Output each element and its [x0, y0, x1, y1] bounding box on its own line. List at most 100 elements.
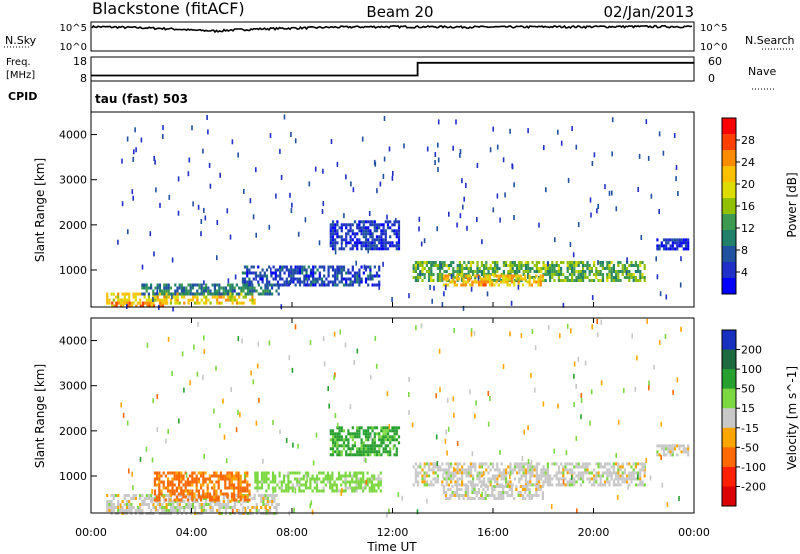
power-cell-4	[367, 226, 370, 230]
velocity-cell-3	[358, 447, 361, 451]
power-cell-2	[145, 283, 148, 287]
velocity-cell-5	[491, 491, 494, 494]
power-cell-4	[382, 244, 385, 248]
velocity-cell-0	[158, 506, 162, 509]
power-cell-4	[384, 232, 387, 236]
power-cell-7	[680, 244, 683, 248]
power-cell-3	[347, 271, 350, 275]
power-cell-3	[303, 277, 306, 281]
power-cell-0	[244, 295, 247, 299]
power-cell-5	[639, 273, 642, 276]
power-cell-5	[485, 261, 488, 264]
power-cell-6	[469, 277, 472, 281]
velocity-cell-3	[364, 432, 368, 436]
power-cell-5	[582, 270, 585, 273]
velocity-cell-5	[480, 485, 483, 488]
velocity-cell-3	[367, 450, 370, 454]
velocity-cell-1	[191, 498, 194, 502]
velocity-cell-4	[445, 483, 448, 487]
power-cell-5	[485, 264, 488, 267]
power-cell-4	[360, 226, 363, 230]
velocity-cell-4	[588, 462, 591, 466]
power-cell-5	[553, 267, 556, 270]
velocity-cell-1	[175, 477, 178, 481]
velocity-cell-4	[432, 468, 435, 472]
power-cell-5	[626, 261, 629, 264]
velocity-cell-3	[382, 426, 385, 430]
power-cell-5	[593, 261, 596, 264]
velocity-cell-5	[480, 497, 483, 500]
velocity-cell-5	[447, 497, 450, 500]
velocity-cell-2	[296, 480, 299, 484]
power-cell-3	[290, 280, 293, 284]
velocity-cell-3	[373, 426, 376, 430]
velocity-cell-0	[255, 506, 258, 509]
power-cell-0	[172, 295, 175, 299]
power-cell-3	[276, 283, 280, 287]
velocity-cell-4	[507, 483, 510, 487]
power-cell-0	[114, 295, 118, 299]
velocity-scatter-cell	[613, 478, 616, 484]
power-scatter-cell	[187, 171, 190, 177]
velocity-cell-0	[128, 509, 131, 512]
velocity-cell-4	[452, 477, 455, 481]
velocity-cell-4	[502, 468, 505, 472]
velocity-cell-3	[393, 438, 396, 442]
velocity-cell-4	[610, 474, 613, 478]
power-cell-3	[353, 271, 357, 275]
power-scatter-cell	[334, 249, 337, 255]
velocity-cell-3	[351, 447, 354, 451]
velocity-cell-0	[242, 500, 245, 503]
velocity-cell-4	[450, 471, 453, 475]
velocity-cell-4	[465, 474, 468, 478]
velocity-scatter-cell	[575, 383, 577, 389]
power-cell-5	[601, 264, 604, 267]
velocity-cell-0	[227, 500, 230, 503]
power-cell-3	[358, 277, 361, 281]
power-cell-4	[356, 244, 359, 248]
velocity-cell-2	[370, 480, 374, 484]
velocity-cell-4	[597, 471, 600, 475]
velocity-cell-3	[378, 432, 381, 436]
velocity-cell-4	[619, 468, 622, 472]
velocity-cell-4	[505, 477, 508, 481]
power-cell-6	[510, 277, 514, 281]
velocity-cell-6	[665, 447, 668, 451]
velocity-cell-0	[112, 503, 115, 506]
power-cell-0	[233, 298, 236, 302]
power-cell-7	[678, 244, 681, 248]
power-cell-3	[336, 277, 339, 281]
power-cell-0	[121, 292, 124, 296]
velocity-cell-0	[134, 509, 137, 512]
power-cell-2	[271, 292, 274, 296]
power-cell-4	[397, 241, 401, 245]
nsky-panel: N.Sky 10^5 10^0 10^5 10^0 N.Search	[4, 21, 795, 53]
power-cell-1	[141, 301, 145, 305]
velocity-cell-4	[634, 471, 637, 475]
power-cell-6	[482, 280, 485, 284]
velocity-cell-4	[584, 468, 587, 472]
power-cell-5	[573, 267, 576, 270]
power-cell-5	[491, 261, 494, 264]
power-ylabel: Slant Range [km]	[33, 158, 47, 262]
velocity-cell-0	[227, 503, 230, 506]
velocity-cell-4	[441, 483, 444, 487]
velocity-cell-4	[643, 462, 646, 466]
power-cell-2	[169, 292, 172, 296]
velocity-cell-0	[125, 500, 129, 503]
velocity-cell-5	[528, 488, 531, 491]
power-cell-3	[303, 274, 306, 278]
velocity-cell-3	[331, 447, 335, 451]
velocity-cell-1	[158, 477, 161, 481]
power-cell-2	[233, 286, 236, 290]
velocity-scatter-cell	[453, 466, 455, 472]
velocity-cell-4	[428, 462, 431, 466]
velocity-ytick-label: 1000	[59, 470, 87, 483]
velocity-scatter-cell	[388, 508, 390, 514]
velocity-cell-4	[476, 483, 479, 487]
power-cell-5	[417, 273, 420, 276]
velocity-scatter-cell	[196, 371, 199, 377]
power-cell-5	[441, 273, 444, 276]
power-cell-3	[323, 274, 326, 278]
power-cell-5	[634, 270, 637, 273]
